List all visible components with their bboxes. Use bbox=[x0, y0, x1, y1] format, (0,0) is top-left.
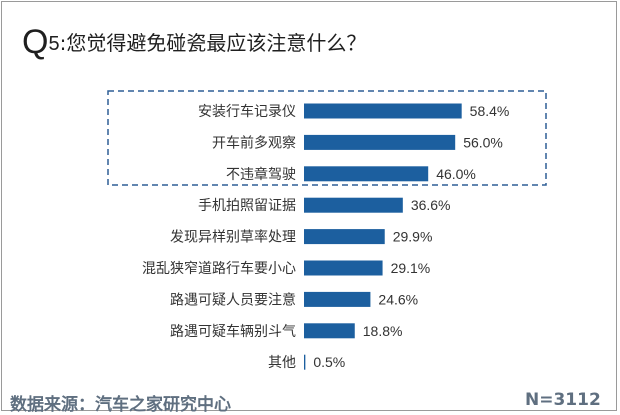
highlight-box bbox=[107, 90, 547, 186]
bar-7 bbox=[304, 291, 371, 307]
title-prefix: Q bbox=[22, 23, 49, 61]
data-source-note: 数据来源：汽车之家研究中心 bbox=[10, 395, 231, 415]
value-label-1: 58.4% bbox=[470, 103, 510, 119]
value-label-6: 29.1% bbox=[391, 260, 431, 276]
value-label-9: 0.5% bbox=[313, 354, 345, 370]
category-label-1: 安装行车记录仪 bbox=[198, 103, 296, 120]
category-label-3: 不违章驾驶 bbox=[226, 166, 296, 183]
bar-5 bbox=[304, 229, 385, 245]
category-label-4: 手机拍照留证据 bbox=[198, 198, 296, 214]
bar-3 bbox=[304, 166, 429, 182]
bar-2 bbox=[304, 134, 456, 150]
bar-9 bbox=[304, 354, 306, 370]
value-label-2: 56.0% bbox=[463, 134, 503, 150]
bar-chart: 安装行车记录仪 58.4% 开车前多观察 56.0% 不违章驾驶 46.0% 手机拍照留证据… bbox=[107, 90, 547, 371]
category-label-6: 混乱狭窄道路行车要小心 bbox=[142, 260, 296, 277]
value-label-3: 46.0% bbox=[436, 166, 476, 182]
title-text: :您觉得避免碰瓷最应该注意什么？ bbox=[59, 31, 367, 55]
value-label-4: 36.6% bbox=[411, 197, 451, 213]
value-label-8: 18.8% bbox=[363, 323, 403, 339]
bar-1 bbox=[304, 103, 462, 119]
bar-8 bbox=[304, 323, 355, 339]
category-label-2: 开车前多观察 bbox=[212, 134, 296, 151]
bar-6 bbox=[304, 260, 383, 276]
value-label-5: 29.9% bbox=[393, 229, 433, 245]
sample-size-note: N=3112 bbox=[525, 390, 601, 410]
category-label-5: 发现异样别草率处理 bbox=[170, 229, 296, 246]
category-label-8: 路遇可疑车辆别斗气 bbox=[170, 323, 296, 340]
bar-4 bbox=[304, 197, 403, 213]
value-label-7: 24.6% bbox=[378, 291, 418, 307]
category-label-7: 路遇可疑人员要注意 bbox=[170, 291, 296, 308]
title-number: 5 bbox=[48, 33, 60, 55]
chart-title: Q5:您觉得避免碰瓷最应该注意什么？ bbox=[22, 22, 366, 64]
category-label-9: 其他 bbox=[268, 355, 296, 371]
